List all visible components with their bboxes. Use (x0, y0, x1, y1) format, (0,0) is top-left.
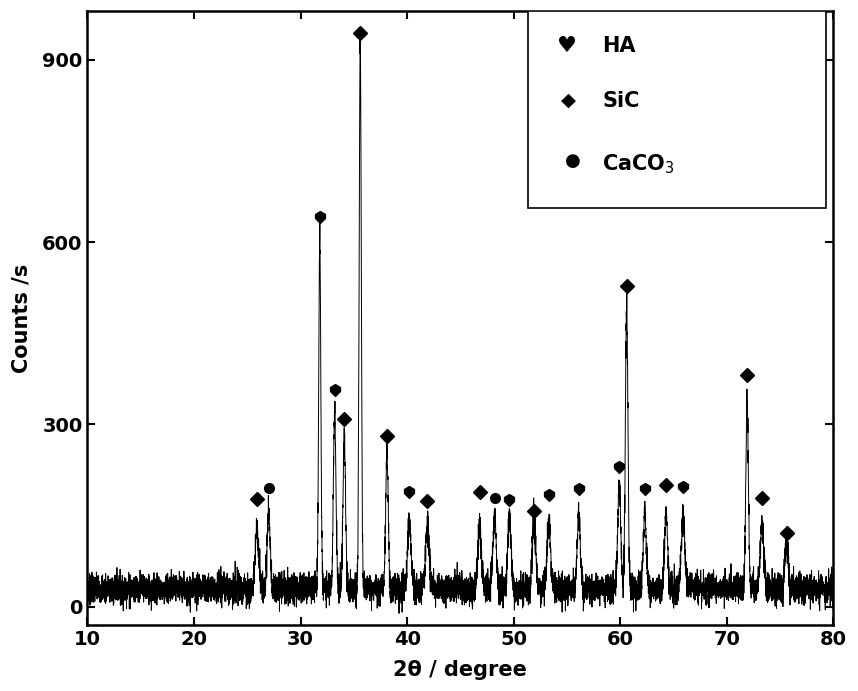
Text: CaCO$_3$: CaCO$_3$ (602, 152, 675, 176)
Text: HA: HA (602, 30, 636, 50)
Text: ●: ● (565, 152, 581, 170)
FancyBboxPatch shape (528, 11, 826, 207)
Text: HA: HA (602, 36, 636, 56)
Text: ♥: ♥ (558, 30, 577, 50)
Text: ♥: ♥ (558, 36, 577, 56)
Y-axis label: Counts /s: Counts /s (11, 263, 31, 372)
Text: ●: ● (565, 152, 581, 170)
Text: ◆: ◆ (561, 91, 576, 110)
Text: SiC: SiC (602, 91, 639, 111)
Text: CaCO$_3$: CaCO$_3$ (602, 152, 675, 176)
Text: ◆: ◆ (561, 91, 576, 110)
X-axis label: 2θ / degree: 2θ / degree (394, 660, 528, 680)
Text: SiC: SiC (602, 91, 639, 111)
